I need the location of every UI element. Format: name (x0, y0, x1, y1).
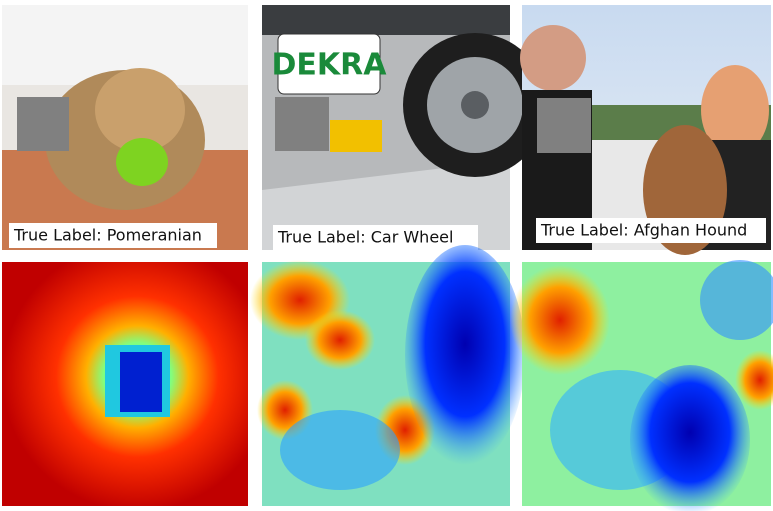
heatmap-car-wheel (250, 245, 525, 506)
label: True Label: Car Wheel (277, 228, 453, 247)
photo-pomeranian: True Label: Pomeranian (2, 5, 248, 250)
heatmap-pomeranian (2, 262, 248, 506)
decal: DEKRA (272, 48, 388, 83)
photo-afghan-hound: True Label: Afghan Hound (520, 5, 771, 255)
photo-car-wheel: DEKRA True Label: Car Wheel (262, 5, 547, 250)
heatmap-afghan-hound (510, 260, 773, 511)
label: True Label: Afghan Hound (540, 221, 747, 240)
label: True Label: Pomeranian (13, 226, 202, 245)
